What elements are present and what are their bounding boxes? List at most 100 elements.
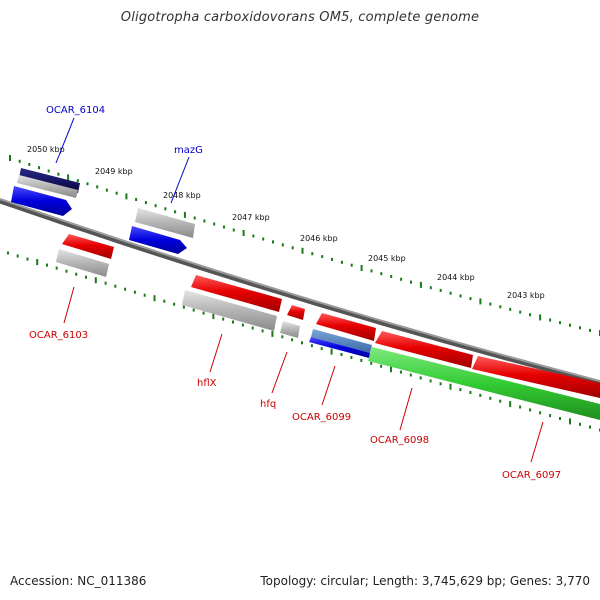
minor-tick	[489, 302, 492, 306]
major-tick	[539, 314, 542, 321]
major-tick	[67, 174, 70, 181]
minor-tick	[173, 302, 176, 306]
major-tick	[360, 265, 363, 271]
gene-ocar-6103[interactable]	[62, 234, 114, 259]
minor-tick	[529, 313, 532, 317]
minor-tick	[85, 275, 87, 279]
minor-tick	[291, 338, 294, 342]
minor-tick	[489, 396, 492, 400]
gene-label-ocar-6098[interactable]: OCAR_6098	[370, 435, 429, 446]
minor-tick	[222, 317, 225, 321]
minor-tick	[75, 272, 78, 276]
major-tick	[330, 348, 333, 355]
minor-tick	[18, 159, 21, 163]
major-tick	[183, 211, 186, 218]
minor-tick	[203, 219, 206, 223]
minor-tick	[469, 297, 472, 301]
major-tick	[94, 277, 97, 284]
minor-tick	[182, 305, 185, 309]
major-tick	[271, 330, 274, 337]
minor-tick	[419, 376, 422, 380]
minor-tick	[350, 263, 353, 267]
gene-label-ocar-6099[interactable]: OCAR_6099	[292, 412, 351, 423]
minor-tick	[589, 425, 591, 429]
minor-tick	[559, 417, 561, 420]
minor-tick	[96, 185, 99, 189]
minor-tick	[539, 411, 542, 415]
minor-tick	[459, 294, 462, 298]
gene-ocar-6098-cds[interactable]	[368, 347, 600, 420]
gene-label-hflx[interactable]: hflX	[197, 378, 217, 389]
gene-ocar-6099-cds[interactable]	[311, 329, 372, 353]
kbp-tick-labels: 2050 kbp 2049 kbp 2048 kbp 2047 kbp 2046…	[27, 145, 545, 300]
gene-label-ocar-6097[interactable]: OCAR_6097	[502, 470, 561, 481]
minor-tick	[144, 201, 147, 205]
accession-text: Accession: NC_011386	[10, 574, 147, 588]
minor-tick	[589, 328, 591, 332]
gene-ocar-6098[interactable]	[375, 331, 473, 368]
gene-label-hfq[interactable]: hfq	[260, 399, 276, 410]
minor-tick	[281, 335, 284, 339]
gene-ocar-6099-blue[interactable]	[309, 337, 370, 358]
tick-rings	[7, 155, 600, 432]
reverse-strand-genes	[56, 234, 600, 420]
minor-tick	[549, 318, 552, 322]
gene-label-mazg[interactable]: mazG	[174, 145, 203, 156]
minor-tick	[449, 291, 452, 295]
kbp-label: 2044 kbp	[437, 273, 475, 282]
minor-tick	[114, 284, 117, 288]
minor-tick	[251, 326, 254, 330]
major-tick	[509, 401, 512, 408]
minor-tick	[459, 388, 462, 392]
minor-tick	[519, 405, 522, 409]
gene-hfq[interactable]	[287, 305, 305, 320]
major-tick	[36, 259, 39, 266]
kbp-label: 2045 kbp	[368, 254, 406, 263]
gene-label-ocar-6104[interactable]: OCAR_6104	[46, 105, 105, 116]
minor-tick	[429, 286, 432, 290]
minor-tick	[65, 269, 68, 273]
minor-tick	[331, 257, 333, 261]
gene-ocar-6103-cds[interactable]	[56, 249, 109, 277]
minor-tick	[202, 311, 205, 315]
minor-tick	[38, 166, 40, 170]
genome-summary-text: Topology: circular; Length: 3,745,629 bp…	[260, 574, 590, 588]
gene-ocar-6099[interactable]	[316, 313, 376, 341]
gene-ocar-6104-cds[interactable]	[17, 175, 78, 198]
minor-tick	[135, 198, 138, 201]
minor-tick	[350, 356, 353, 359]
minor-tick	[569, 323, 571, 327]
gene-mazg-cds[interactable]	[135, 208, 195, 238]
minor-tick	[213, 222, 216, 226]
minor-tick	[55, 266, 58, 270]
minor-tick	[86, 182, 89, 186]
gene-mazg[interactable]	[129, 226, 187, 254]
minor-tick	[272, 240, 274, 244]
minor-tick	[105, 188, 108, 192]
kbp-label: 2049 kbp	[95, 167, 133, 176]
gene-hflx[interactable]	[191, 275, 282, 312]
minor-tick	[390, 275, 393, 278]
gene-ocar-6097[interactable]	[472, 356, 600, 398]
minor-tick	[241, 323, 244, 327]
minor-tick	[320, 347, 323, 351]
major-tick	[449, 383, 452, 390]
gene-blue-arrow[interactable]	[11, 186, 72, 216]
minor-tick	[311, 252, 314, 256]
minor-tick	[310, 344, 313, 348]
minor-tick	[399, 370, 402, 374]
minor-tick	[321, 255, 324, 259]
gene-label-ocar-6103[interactable]: OCAR_6103	[29, 330, 88, 341]
minor-tick	[410, 280, 412, 284]
major-tick	[212, 313, 215, 320]
minor-tick	[281, 243, 284, 247]
major-tick	[390, 366, 392, 373]
minor-tick	[469, 391, 472, 394]
minor-tick	[26, 257, 29, 261]
gene-hflx-cds[interactable]	[182, 290, 277, 331]
gene-hfq-cds[interactable]	[280, 321, 300, 338]
major-tick	[301, 247, 304, 254]
minor-tick	[579, 422, 581, 426]
minor-tick	[439, 382, 442, 386]
